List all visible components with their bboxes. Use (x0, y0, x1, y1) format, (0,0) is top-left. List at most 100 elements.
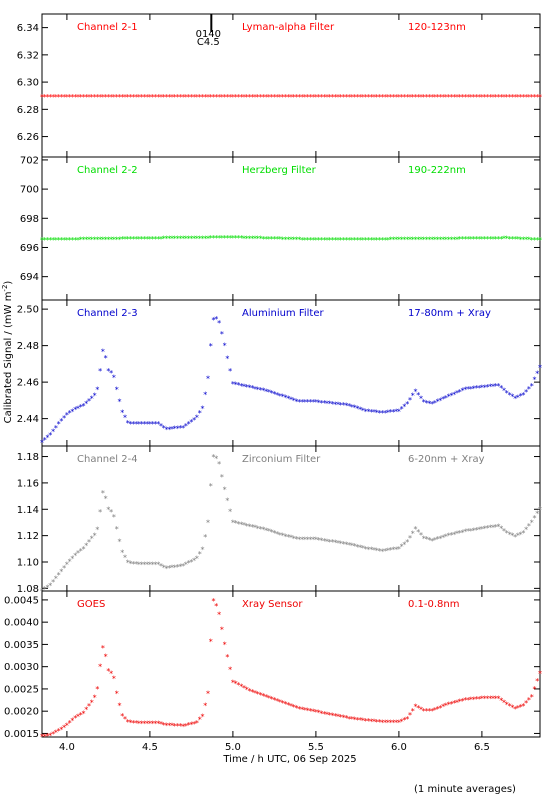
y-tick-label: 6.34 (17, 23, 39, 34)
data-point: * (82, 402, 86, 411)
data-point: * (278, 531, 282, 540)
data-point: * (483, 525, 487, 534)
data-point: * (95, 93, 99, 102)
data-point: * (281, 699, 285, 708)
data-point: * (353, 404, 357, 413)
data-point: * (485, 524, 489, 533)
data-point: * (494, 695, 498, 704)
data-point: * (267, 527, 271, 536)
data-point: * (62, 414, 66, 423)
data-point: * (441, 395, 445, 404)
x-axis-title: Time / h UTC, 06 Sep 2025 (222, 754, 356, 765)
data-point: * (463, 696, 467, 705)
data-point: * (411, 392, 415, 401)
data-point: * (68, 93, 72, 102)
data-point: * (198, 93, 202, 102)
data-point: * (538, 236, 542, 245)
series-points: ****************************************… (40, 234, 542, 245)
data-point: * (123, 235, 127, 244)
panel-frame (41, 13, 541, 158)
data-point: * (328, 236, 332, 245)
data-point: * (62, 723, 66, 732)
data-point: * (466, 696, 470, 705)
data-point: * (508, 702, 512, 711)
data-point: * (236, 234, 240, 243)
data-point: * (220, 626, 224, 635)
data-point: * (223, 93, 227, 102)
data-point: * (101, 347, 105, 356)
series-points: ****************************************… (40, 597, 542, 742)
data-point: * (90, 698, 94, 707)
data-point: * (458, 235, 462, 244)
panel-filter-label: Lyman-alpha Filter (242, 22, 335, 33)
data-point: * (311, 93, 315, 102)
data-point: * (306, 236, 310, 245)
data-point: * (436, 93, 440, 102)
data-point: * (430, 235, 434, 244)
data-point: * (402, 236, 406, 245)
data-point: * (444, 533, 448, 542)
data-point: * (414, 236, 418, 245)
data-point: * (145, 720, 149, 729)
data-point: * (411, 93, 415, 102)
data-point: * (115, 689, 119, 698)
data-point: * (275, 391, 279, 400)
data-point: * (397, 236, 401, 245)
data-point: * (430, 537, 434, 546)
data-point: * (156, 720, 160, 729)
data-point: * (120, 548, 124, 557)
data-point: * (162, 235, 166, 244)
data-point: * (491, 235, 495, 244)
data-point: * (516, 93, 520, 102)
y-tick-label: 0.0020 (4, 707, 39, 718)
data-point: * (438, 235, 442, 244)
data-point: * (245, 686, 249, 695)
data-point: * (57, 420, 61, 429)
data-point: * (151, 420, 155, 429)
data-point: * (336, 93, 340, 102)
data-point: * (82, 709, 86, 718)
data-point: * (223, 486, 227, 495)
data-point: * (300, 705, 304, 714)
data-point: * (532, 93, 536, 102)
data-point: * (347, 402, 351, 411)
y-axis-title: Calibrated Signal / (mW m-2) (1, 281, 14, 424)
data-point: * (311, 536, 315, 545)
data-point: * (422, 236, 426, 245)
data-point: * (322, 399, 326, 408)
data-point: * (505, 93, 509, 102)
data-point: * (178, 562, 182, 571)
data-point: * (115, 385, 119, 394)
data-point: * (433, 235, 437, 244)
data-point: * (267, 93, 271, 102)
data-point: * (156, 235, 160, 244)
data-point: * (300, 398, 304, 407)
x-tick-label: 4.0 (59, 742, 75, 753)
data-point: * (361, 93, 365, 102)
data-point: * (198, 409, 202, 418)
data-point: * (425, 93, 429, 102)
data-point: * (65, 721, 69, 730)
data-point: * (73, 406, 77, 415)
data-point: * (231, 93, 235, 102)
data-point: * (270, 389, 274, 398)
data-point: * (148, 93, 152, 102)
data-point: * (82, 93, 86, 102)
data-point: * (400, 405, 404, 414)
data-point: * (259, 93, 263, 102)
data-point: * (82, 236, 86, 245)
data-point: * (389, 546, 393, 555)
data-point: * (184, 422, 188, 431)
data-point: * (505, 235, 509, 244)
data-point: * (70, 554, 74, 563)
data-point: * (389, 93, 393, 102)
data-point: * (242, 234, 246, 243)
data-point: * (408, 396, 412, 405)
data-point: * (145, 235, 149, 244)
data-point: * (344, 402, 348, 411)
data-point: * (87, 93, 91, 102)
data-point: * (167, 235, 171, 244)
data-point: * (178, 424, 182, 433)
data-point: * (170, 425, 174, 434)
data-point: * (181, 93, 185, 102)
